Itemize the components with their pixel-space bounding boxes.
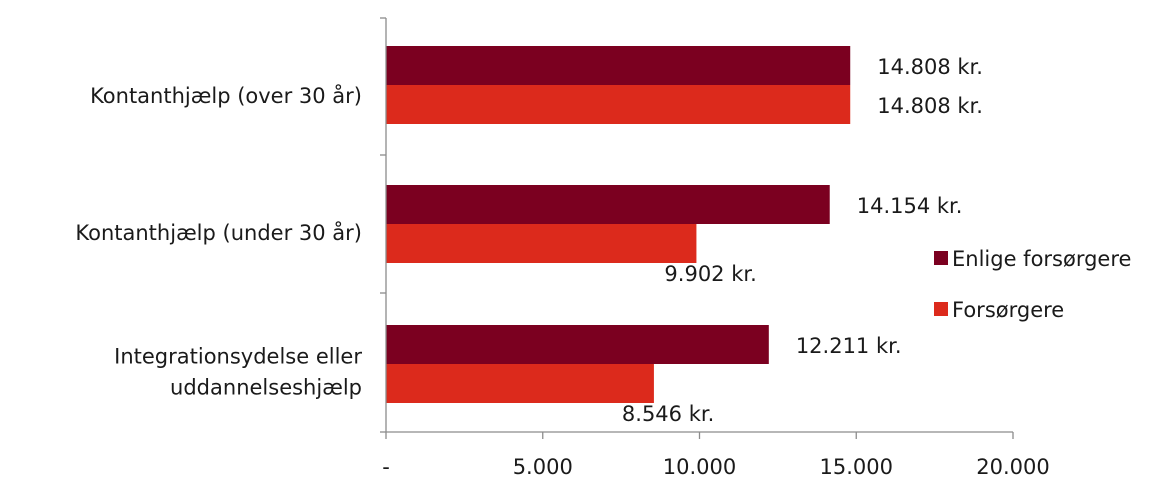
bar-forsorgere-0 — [386, 85, 851, 124]
data-label-forsorgere-0: 14.808 kr. — [877, 94, 983, 118]
category-label-2-line-1: uddannelseshjælp — [170, 376, 362, 400]
bar-enlige-2 — [386, 325, 769, 364]
x-tick-label-0: - — [382, 455, 390, 478]
data-label-forsorgere-1: 9.902 kr. — [664, 262, 756, 286]
x-tick-label-1: 5.000 — [513, 455, 573, 478]
data-labels-group: 14.808 kr. 14.808 kr. 14.154 kr. 9.902 kr. 1… — [622, 55, 983, 426]
bar-enlige-0 — [386, 46, 851, 85]
category-label-2-line-0: Integrationsydelse eller — [114, 345, 362, 369]
data-label-forsorgere-2: 8.546 kr. — [622, 402, 714, 426]
x-tick-label-4: 20.000 — [976, 455, 1049, 478]
legend-label-1: Forsørgere — [952, 298, 1064, 322]
legend-swatch-0 — [934, 251, 948, 265]
category-label-0: Kontanthjælp (over 30 år) — [90, 83, 362, 108]
axes-group: - 5.000 10.000 15.000 20.000 — [380, 17, 1050, 479]
x-tick-label-2: 10.000 — [663, 455, 736, 478]
data-label-enlige-0: 14.808 kr. — [877, 55, 983, 79]
bar-forsorgere-2 — [386, 364, 654, 403]
legend-swatch-1 — [934, 302, 948, 316]
x-tick-label-3: 15.000 — [820, 455, 893, 478]
category-label-1: Kontanthjælp (under 30 år) — [75, 220, 362, 245]
bar-enlige-1 — [386, 185, 830, 224]
category-labels-group: Kontanthjælp (over 30 år) Kontanthjælp (u… — [75, 83, 362, 400]
data-label-enlige-1: 14.154 kr. — [857, 194, 963, 218]
data-label-enlige-2: 12.211 kr. — [796, 334, 902, 358]
legend-label-0: Enlige forsørgere — [952, 247, 1131, 271]
bar-forsorgere-1 — [386, 224, 697, 263]
bars-group — [386, 46, 851, 403]
legend: Enlige forsørgere Forsørgere — [934, 247, 1131, 322]
